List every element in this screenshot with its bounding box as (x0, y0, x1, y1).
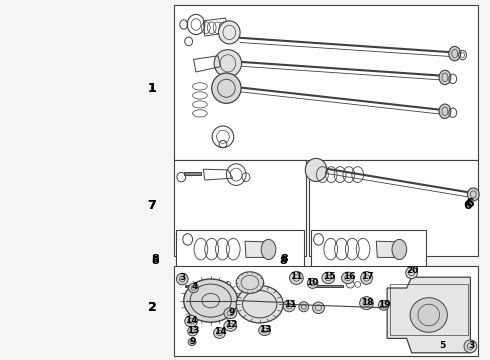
Bar (185, 285, 212, 287)
Ellipse shape (259, 325, 270, 336)
Text: 10: 10 (306, 278, 319, 287)
Ellipse shape (439, 70, 451, 85)
Ellipse shape (449, 46, 461, 61)
Text: 17: 17 (361, 272, 374, 281)
Text: 6: 6 (465, 197, 474, 210)
Text: 4: 4 (191, 282, 198, 292)
Ellipse shape (212, 73, 241, 103)
Text: 1: 1 (147, 82, 156, 95)
Ellipse shape (188, 338, 196, 346)
Polygon shape (376, 241, 399, 257)
Text: 13: 13 (187, 326, 200, 335)
Ellipse shape (322, 272, 335, 284)
Text: 11: 11 (290, 272, 303, 281)
Ellipse shape (184, 279, 238, 322)
Ellipse shape (305, 158, 327, 181)
Text: 20: 20 (406, 266, 419, 275)
Bar (316, 285, 343, 287)
Bar (174, 5, 478, 160)
Polygon shape (245, 241, 269, 257)
Text: 3: 3 (468, 341, 474, 350)
Text: 19: 19 (378, 300, 391, 309)
Bar (309, 160, 478, 256)
Polygon shape (387, 277, 470, 353)
Text: 2: 2 (147, 301, 156, 314)
Ellipse shape (214, 328, 225, 338)
Ellipse shape (261, 239, 276, 260)
Bar (174, 160, 306, 256)
Text: 14: 14 (185, 316, 197, 325)
Bar (174, 266, 478, 356)
Text: 13: 13 (259, 325, 271, 334)
Text: 7: 7 (147, 199, 156, 212)
Text: 8: 8 (280, 254, 288, 264)
Text: 12: 12 (225, 320, 238, 329)
Text: 11: 11 (284, 300, 296, 309)
Text: 3: 3 (179, 274, 185, 282)
Ellipse shape (283, 300, 295, 312)
Ellipse shape (219, 21, 240, 44)
Text: 16: 16 (343, 272, 355, 281)
Ellipse shape (185, 315, 197, 327)
Bar (176, 230, 304, 292)
Ellipse shape (392, 239, 407, 260)
Text: 9: 9 (189, 338, 196, 346)
Text: 9: 9 (228, 307, 235, 317)
Ellipse shape (290, 271, 303, 284)
Ellipse shape (439, 104, 451, 118)
Text: 7: 7 (147, 199, 156, 212)
Ellipse shape (307, 278, 318, 288)
Ellipse shape (361, 271, 372, 284)
Ellipse shape (189, 283, 198, 293)
Ellipse shape (188, 327, 197, 336)
Text: 8: 8 (151, 256, 159, 266)
Text: 14: 14 (214, 328, 227, 336)
Text: 15: 15 (323, 272, 336, 281)
Text: 18: 18 (361, 297, 374, 306)
Text: 8: 8 (279, 256, 287, 266)
Text: 8: 8 (151, 254, 159, 264)
Ellipse shape (236, 285, 283, 323)
Text: 2: 2 (147, 301, 156, 314)
Ellipse shape (299, 302, 309, 312)
Ellipse shape (313, 302, 324, 314)
Bar (390, 284, 468, 335)
Ellipse shape (342, 272, 354, 284)
Ellipse shape (224, 308, 237, 319)
Ellipse shape (406, 267, 417, 279)
Text: 5: 5 (439, 341, 445, 350)
Ellipse shape (214, 50, 242, 77)
Ellipse shape (360, 297, 373, 310)
Ellipse shape (224, 320, 237, 331)
Bar (311, 230, 426, 292)
Ellipse shape (176, 273, 188, 285)
Text: 1: 1 (147, 82, 156, 95)
Bar (184, 172, 201, 175)
Ellipse shape (410, 298, 447, 332)
Ellipse shape (464, 340, 477, 353)
Text: 6: 6 (464, 199, 472, 212)
Ellipse shape (378, 300, 389, 310)
Ellipse shape (467, 188, 479, 201)
Ellipse shape (236, 272, 264, 293)
